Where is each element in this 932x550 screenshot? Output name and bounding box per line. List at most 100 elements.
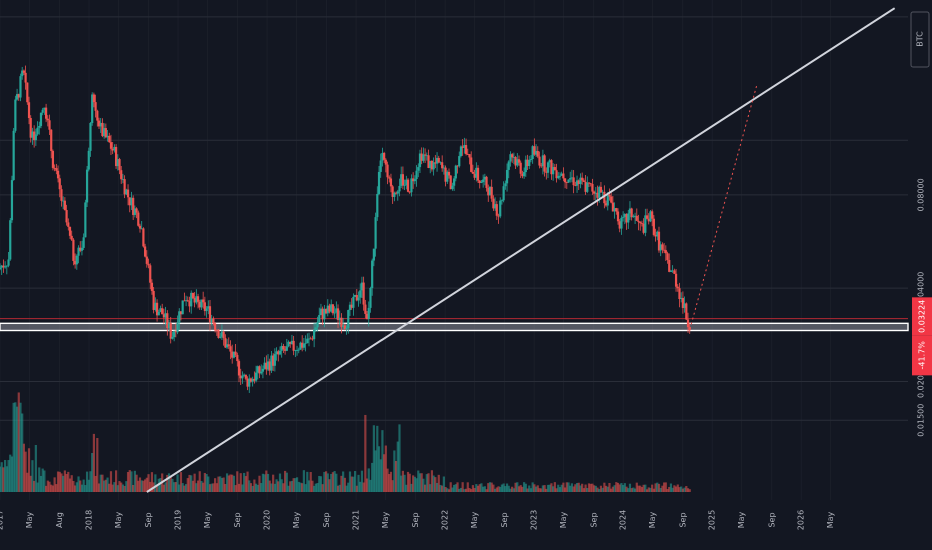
candle-body <box>533 146 536 155</box>
candle-body <box>676 286 679 289</box>
candle-body <box>593 191 596 194</box>
candle-body <box>628 208 632 214</box>
candle-body <box>51 150 55 168</box>
volume-bar <box>295 477 299 492</box>
candle-body <box>253 378 256 381</box>
current-price-badge <box>912 297 932 336</box>
volume-bar <box>507 485 510 492</box>
volume-bar <box>12 402 15 492</box>
candle-body <box>108 135 111 143</box>
candle-body <box>9 220 12 260</box>
volume-bar <box>487 483 490 492</box>
volume-bar <box>587 483 591 492</box>
volume-bar <box>398 424 401 492</box>
volume-bar <box>685 486 688 492</box>
candle-body <box>384 159 387 165</box>
volume-bar <box>616 482 620 492</box>
candle-body <box>190 292 193 307</box>
volume-bar <box>99 474 102 492</box>
volume-bar <box>417 470 420 492</box>
candle-body <box>62 200 65 202</box>
symbol-label-box[interactable]: BTC <box>910 11 930 68</box>
volume-bar <box>342 471 345 492</box>
candle-body <box>483 176 486 180</box>
candle-body <box>639 222 642 224</box>
volume-bar <box>51 485 55 492</box>
volume-bar <box>17 392 20 492</box>
volume-bar <box>34 444 37 492</box>
volume-bar <box>297 481 300 492</box>
volume-bar <box>149 481 152 492</box>
candle-body <box>507 161 510 170</box>
volume-bar <box>686 488 690 492</box>
volume-bar <box>217 476 220 492</box>
candle-body <box>550 160 553 175</box>
volume-bar <box>294 478 297 492</box>
candle-body <box>285 346 288 351</box>
candle-body <box>282 345 285 350</box>
candle-body <box>120 170 123 180</box>
volume-bar <box>301 483 304 492</box>
volume-bar <box>659 487 662 492</box>
candle-body <box>68 226 72 236</box>
candle-body <box>181 300 184 315</box>
candle-body <box>195 296 198 303</box>
volume-bar <box>594 485 597 492</box>
candle-body <box>596 192 599 198</box>
volume-bar <box>360 470 364 492</box>
candle-body <box>400 174 403 186</box>
volume-bar <box>384 445 387 492</box>
candle-body <box>490 186 493 199</box>
volume-bar <box>0 466 2 492</box>
volume-bar <box>222 477 225 492</box>
volume-bar <box>58 471 61 492</box>
candle-body <box>132 197 135 215</box>
volume-bar <box>306 471 309 492</box>
candle-body <box>523 172 526 177</box>
candle-body <box>63 200 66 211</box>
candle-body <box>517 159 521 163</box>
candle-body <box>582 180 585 182</box>
candle-body <box>29 118 32 138</box>
candle-body <box>74 260 77 265</box>
volume-bar <box>509 488 512 492</box>
volume-bar <box>220 477 224 492</box>
volume-bar <box>7 460 10 492</box>
candle-body <box>236 354 239 362</box>
volume-bar <box>142 480 145 492</box>
candle-body <box>152 290 155 310</box>
volume-bar <box>656 482 659 492</box>
volume-bar <box>84 485 87 492</box>
volume-bar <box>567 482 570 492</box>
volume-bar <box>591 483 594 492</box>
candle-body <box>162 314 165 318</box>
volume-bar <box>623 483 626 492</box>
volume-bar <box>422 478 425 492</box>
candle-body <box>371 260 374 288</box>
candle-body <box>137 212 140 226</box>
volume-bar <box>657 483 661 492</box>
candle-body <box>526 159 529 167</box>
volume-bar <box>19 402 22 492</box>
volume-bar <box>350 476 353 492</box>
candle-body <box>159 308 162 312</box>
ascending-trendline[interactable] <box>146 7 896 493</box>
x-tick-label: Sep <box>500 512 509 527</box>
volume-bar <box>418 473 422 492</box>
candle-body <box>219 336 222 338</box>
candle-body <box>686 319 690 328</box>
volume-bar <box>249 483 253 492</box>
candle-body <box>14 99 17 131</box>
candle-body <box>330 304 333 312</box>
candle-body <box>348 304 352 311</box>
volume-bar <box>154 474 157 492</box>
candle-body <box>2 265 5 268</box>
candle-body <box>254 372 258 381</box>
candle-body <box>408 191 411 193</box>
candle-body <box>470 157 473 172</box>
volume-bar <box>27 448 31 492</box>
candle-body <box>75 255 78 265</box>
candle-body <box>429 161 432 168</box>
candle-body <box>393 192 396 197</box>
